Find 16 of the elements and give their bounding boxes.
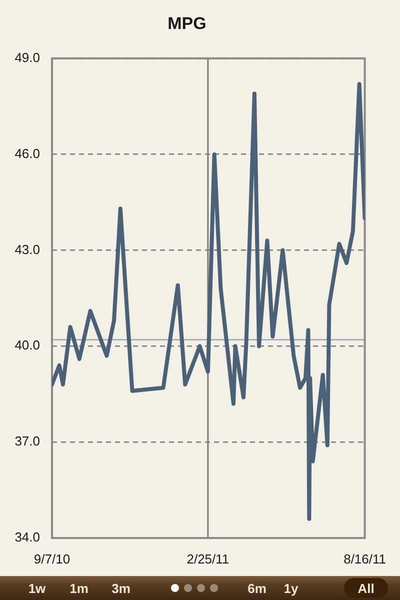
y-tick-label: 49.0 xyxy=(14,50,40,65)
x-tick-label: 8/16/11 xyxy=(344,551,386,566)
y-tick-label: 43.0 xyxy=(14,242,40,257)
range-button[interactable]: 1y xyxy=(276,578,306,598)
y-tick-label: 40.0 xyxy=(14,338,40,353)
range-button[interactable]: 1m xyxy=(64,578,94,598)
range-button[interactable]: 1w xyxy=(22,578,52,598)
x-tick-label: 2/25/11 xyxy=(186,551,230,566)
range-button[interactable]: All xyxy=(344,578,388,598)
y-tick-label: 37.0 xyxy=(14,434,40,449)
x-tick-label: 9/7/10 xyxy=(34,551,70,566)
y-tick-label: 34.0 xyxy=(14,530,40,545)
range-button[interactable]: 6m xyxy=(242,578,272,598)
y-tick-label: 46.0 xyxy=(14,146,40,161)
range-button[interactable]: 3m xyxy=(106,578,136,598)
chart-title: MPG xyxy=(168,14,206,33)
